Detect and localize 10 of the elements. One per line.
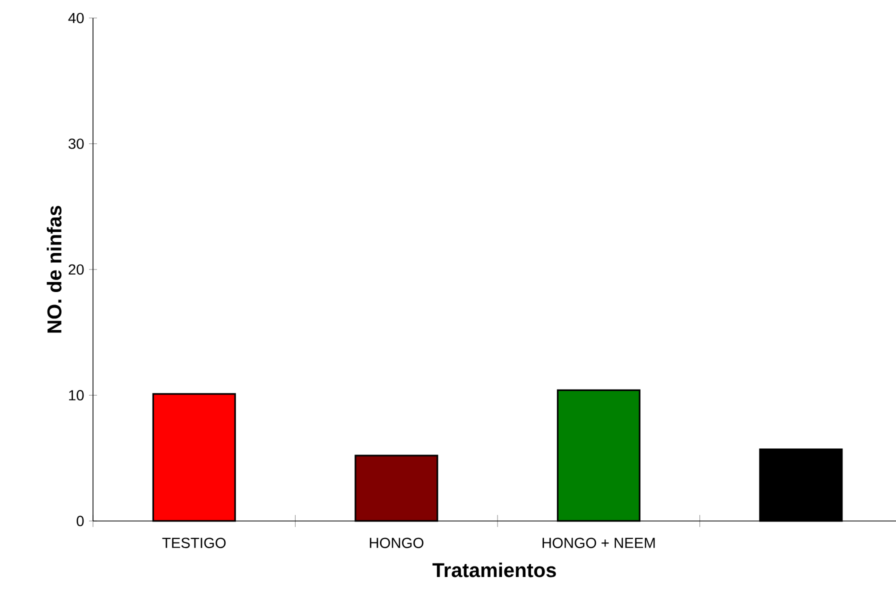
y-tick-label: 10 (69, 390, 84, 400)
y-tick-label: 30 (68, 138, 84, 149)
x-tick-label: TESTIGO (162, 538, 226, 548)
y-tick-label: 40 (68, 12, 84, 24)
x-tick-label: HONGO + NEEM (542, 538, 655, 548)
y-tick-label: 0 (76, 516, 84, 526)
y-tick-label: 20 (68, 264, 84, 275)
y-axis-title: NO. de ninfas (46, 206, 62, 333)
x-tick-label: HONGO (370, 538, 424, 548)
x-axis-title: Tratamientos (432, 562, 556, 578)
